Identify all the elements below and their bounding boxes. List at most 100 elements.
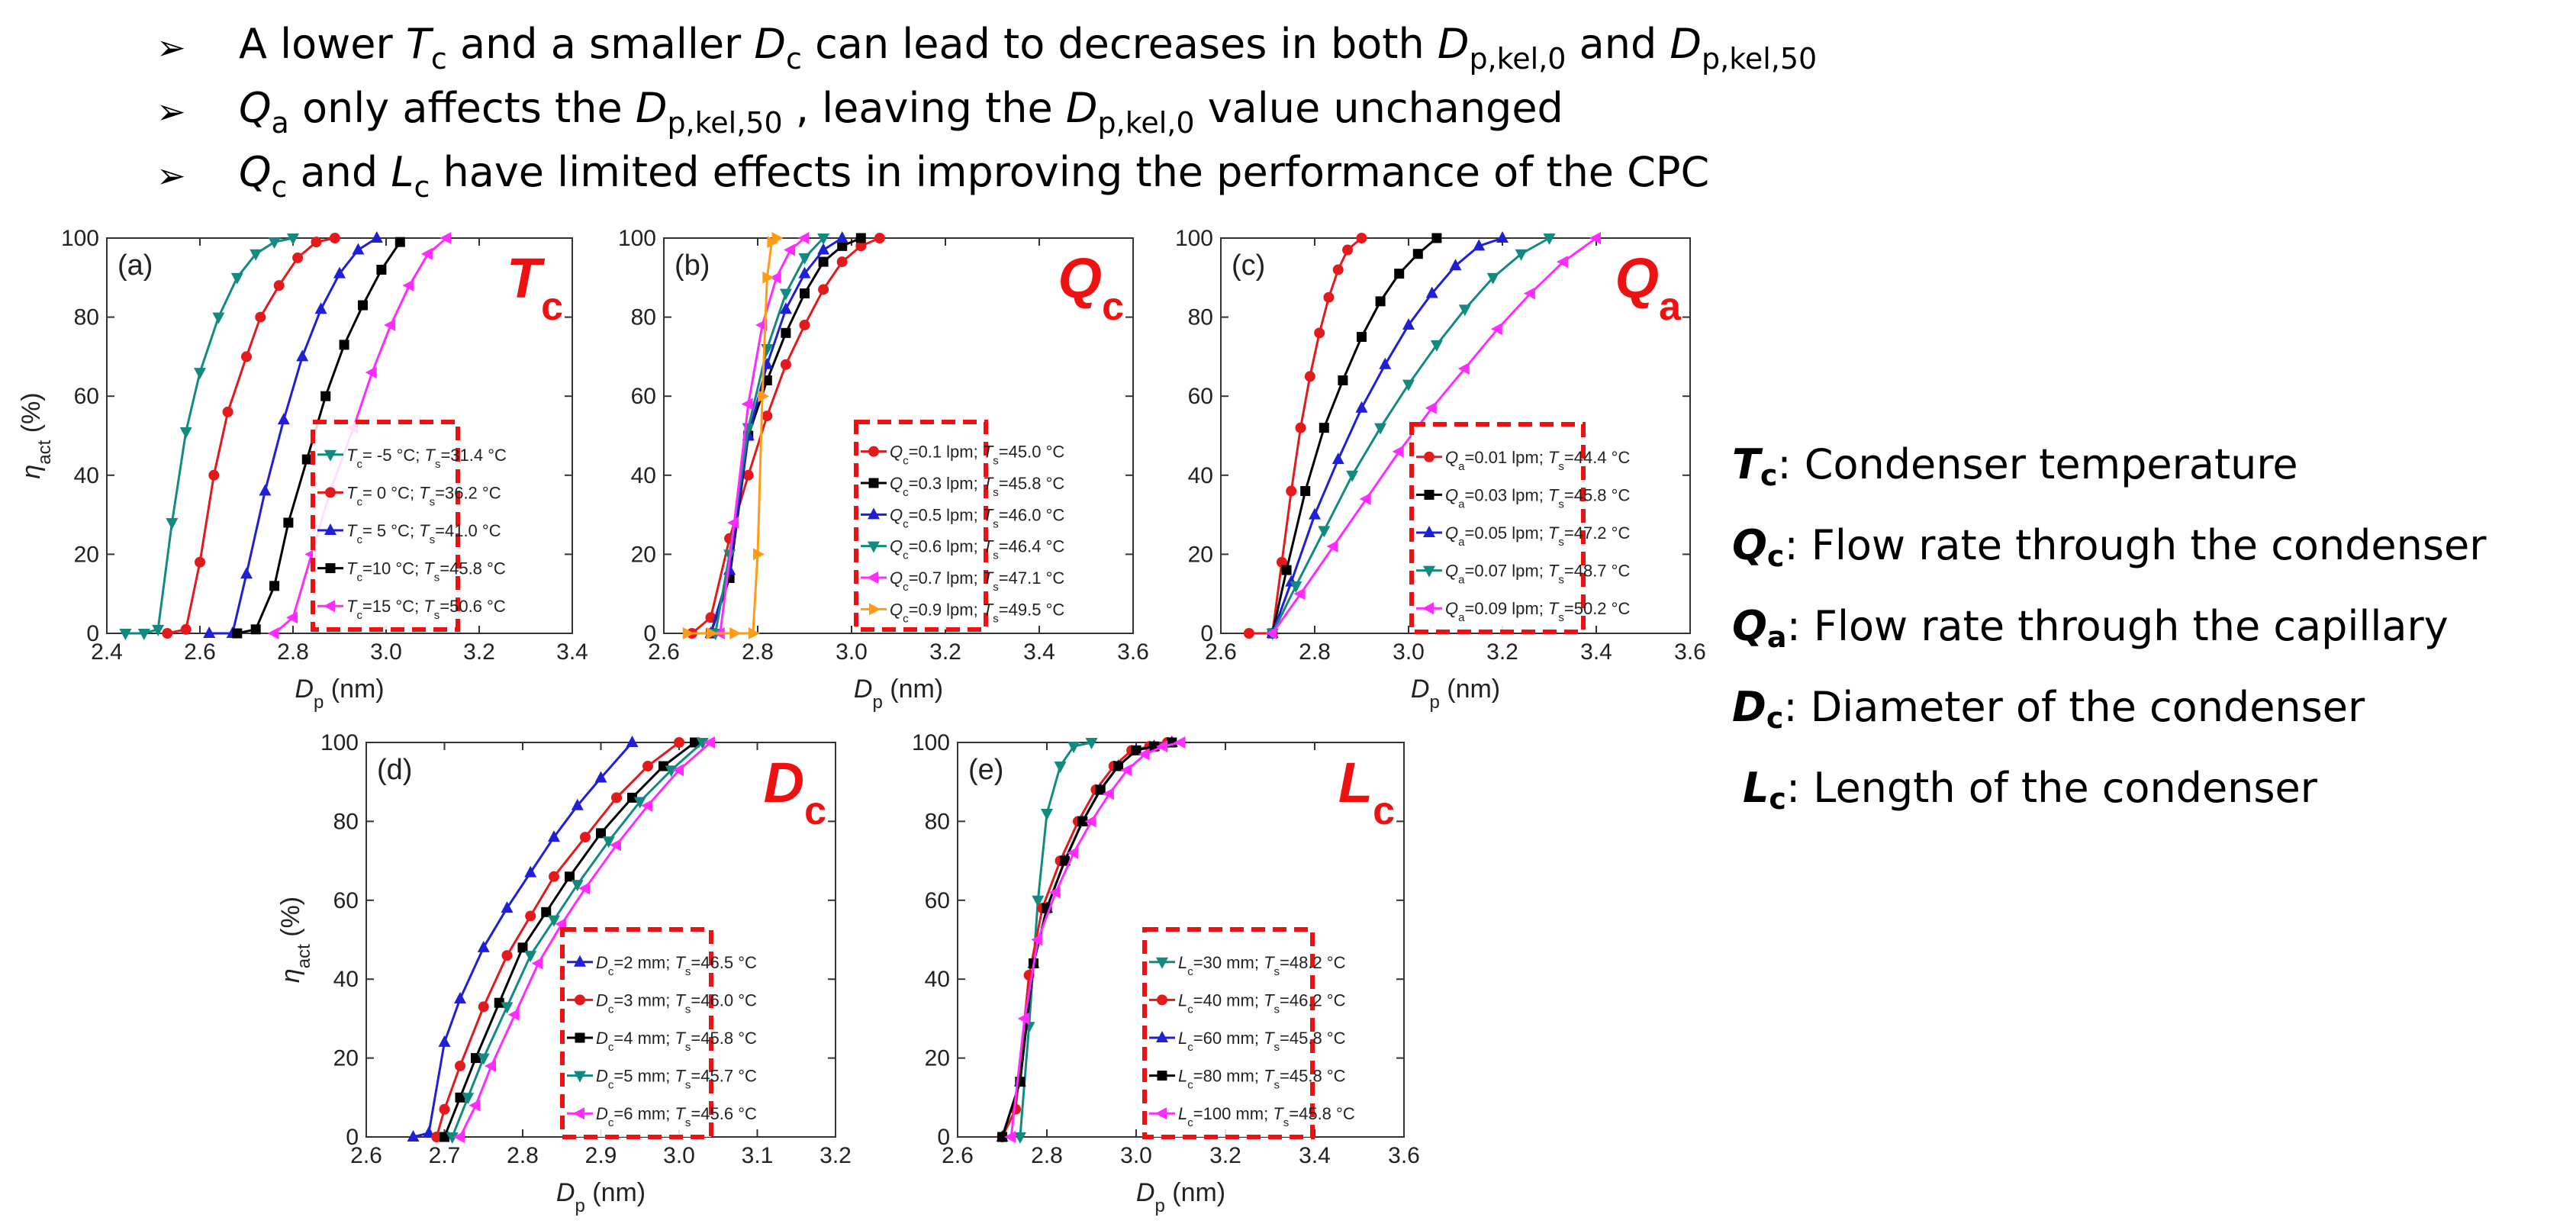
legend-entry: Qa=0.09 lpm; Ts=50.2 °C — [1445, 599, 1630, 624]
data-point — [1054, 762, 1067, 774]
data-point — [780, 359, 791, 370]
y-tick-label: 100 — [320, 730, 359, 755]
data-point — [1359, 492, 1371, 505]
data-point — [1431, 233, 1442, 243]
legend-entry: Qc=0.5 lpm; Ts=46.0 °C — [890, 505, 1064, 530]
data-point — [180, 623, 192, 635]
panel-label: (e) — [968, 754, 1003, 786]
y-tick-label: 100 — [61, 226, 99, 251]
data-point — [836, 231, 848, 243]
data-point — [1032, 895, 1045, 907]
y-tick-label: 40 — [1188, 463, 1213, 488]
data-point — [152, 624, 165, 636]
data-point — [798, 266, 811, 279]
y-tick-label: 60 — [925, 888, 950, 913]
bullet-2: ➢ Qa only affects the Dp,kel,50 , leavin… — [156, 79, 1911, 143]
data-point — [779, 302, 792, 314]
data-point — [222, 406, 233, 417]
data-point — [682, 627, 694, 639]
data-point — [779, 288, 792, 301]
data-point — [1346, 470, 1359, 482]
data-point — [241, 351, 252, 362]
data-point — [477, 940, 490, 952]
data-point — [485, 1059, 496, 1072]
x-tick-label: 2.7 — [429, 1143, 461, 1168]
data-point — [507, 1008, 520, 1021]
data-point — [1318, 526, 1331, 538]
chart-panel-d: 2.6 2.7 2.8 2.9 3.0 3.1 3.2 0 20 40 60 80 100 Dp (nm)… — [276, 730, 852, 1216]
x-tick-label: 3.6 — [1388, 1143, 1420, 1168]
data-point — [195, 556, 205, 568]
data-point — [1067, 742, 1080, 754]
data-point — [705, 612, 716, 623]
y-tick-label: 40 — [631, 463, 656, 488]
data-point — [696, 738, 709, 749]
series-magenta — [713, 232, 810, 639]
data-point — [1490, 323, 1502, 336]
data-point — [524, 951, 537, 963]
data-point — [1392, 445, 1404, 458]
legend-marker — [1155, 1107, 1167, 1120]
data-point — [548, 830, 560, 842]
x-tick-label: 3.2 — [1209, 1143, 1241, 1168]
data-point — [1084, 815, 1096, 828]
legend-marker — [868, 507, 880, 520]
data-point — [494, 997, 504, 1008]
data-point — [273, 280, 285, 291]
data-point — [1458, 304, 1471, 317]
data-point — [549, 871, 559, 882]
y-tick-label: 40 — [333, 967, 359, 992]
y-tick-label: 60 — [333, 888, 359, 913]
data-point — [836, 256, 848, 268]
data-point — [1309, 507, 1321, 520]
bullet-1: ➢ A lower Tc and a smaller Dc can lead t… — [156, 15, 1911, 79]
y-tick-label: 100 — [912, 730, 950, 755]
data-point — [665, 765, 678, 778]
legend-marker — [1422, 602, 1434, 615]
data-point — [501, 950, 513, 961]
data-point — [818, 284, 829, 295]
data-point — [119, 629, 132, 640]
x-tick-label: 2.6 — [184, 639, 216, 665]
legend-marker — [575, 994, 585, 1006]
bullet-2-text: Qa only affects the Dp,kel,50 , leaving … — [239, 83, 1563, 140]
legend-entry: Qa=0.01 lpm; Ts=44.4 °C — [1445, 448, 1630, 473]
data-point — [1402, 379, 1415, 391]
y-tick-label: 100 — [618, 226, 656, 251]
data-point — [769, 271, 781, 284]
y-axis-label: ηact (%) — [17, 392, 55, 478]
data-point — [704, 736, 715, 749]
series-line — [1271, 237, 1438, 634]
data-point — [250, 624, 261, 635]
x-tick-label: 3.2 — [819, 1143, 852, 1168]
legend-entry: Dc=6 mm; Ts=45.6 °C — [596, 1104, 757, 1129]
series-magenta — [1265, 232, 1601, 639]
y-tick-label: 40 — [925, 967, 950, 992]
data-point — [642, 761, 653, 772]
legend-marker — [1423, 565, 1435, 578]
data-point — [1473, 239, 1486, 251]
data-point — [292, 252, 304, 263]
data-point — [541, 907, 552, 917]
data-point — [531, 957, 543, 970]
legend-entry: Qa=0.07 lpm; Ts=48.7 °C — [1445, 562, 1630, 587]
data-point — [477, 1053, 490, 1065]
data-point — [296, 349, 309, 362]
legend-entry: Qc=0.9 lpm; Ts=49.5 °C — [890, 600, 1064, 625]
data-point — [837, 240, 848, 251]
legend-marker — [1157, 1071, 1167, 1081]
y-tick-label: 80 — [74, 305, 99, 330]
data-point — [1304, 371, 1315, 382]
x-tick-label: 3.1 — [742, 1143, 774, 1168]
data-point — [240, 567, 253, 579]
y-tick-label: 80 — [925, 809, 950, 834]
legend-marker — [1156, 1031, 1168, 1042]
data-point — [1430, 340, 1443, 352]
series-magenta — [453, 736, 715, 1143]
series-red — [431, 737, 684, 1142]
data-point — [269, 581, 280, 591]
data-point — [1048, 886, 1061, 899]
data-point — [565, 871, 575, 882]
